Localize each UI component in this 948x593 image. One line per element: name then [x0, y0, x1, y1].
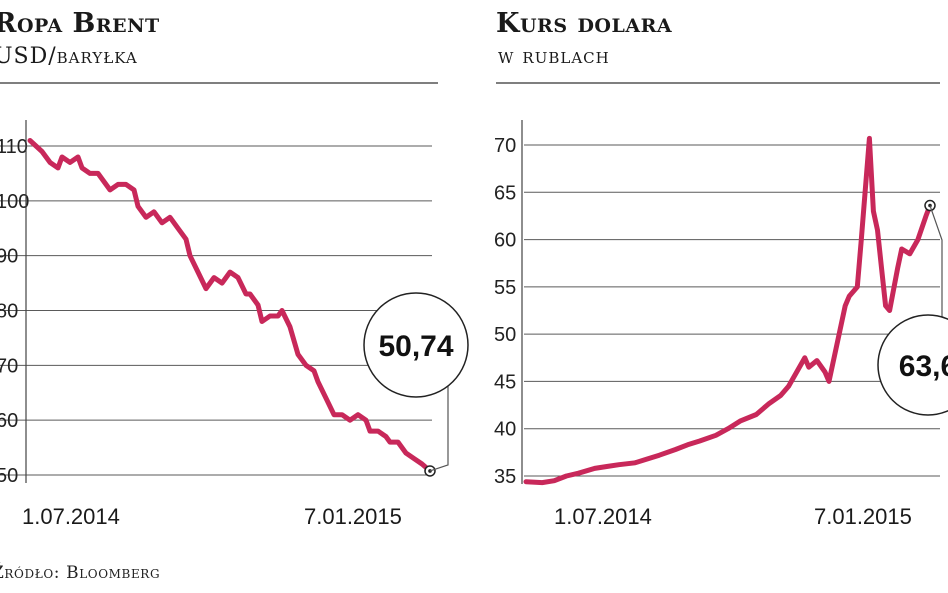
rub-callout-leader — [929, 205, 943, 335]
brent-ytick-label: 110 — [0, 136, 28, 158]
brent-callout-circle — [363, 292, 469, 398]
rub-series-line — [523, 135, 933, 486]
rub-line-chart: 35 40 45 50 55 60 65 70 63,6 — [494, 120, 948, 488]
rub-ytick-label: 60 — [494, 230, 516, 252]
rub-xtick-label: 7.01.2015 — [814, 504, 912, 529]
brent-series-line — [27, 138, 433, 474]
rub-xtick-label: 1.07.2014 — [554, 504, 652, 529]
brent-ytick-label: 100 — [0, 191, 29, 213]
brent-xtick-label: 1.07.2014 — [22, 504, 120, 529]
brent-callout-leader — [429, 371, 449, 472]
rub-ytick-label: 50 — [494, 324, 516, 346]
rub-chart-title: Kurs dolara — [496, 8, 672, 39]
rub-ytick-label: 55 — [494, 277, 516, 299]
source-note: Źródło: Bloomberg — [0, 562, 160, 583]
brent-ytick-label: 60 — [0, 410, 18, 432]
rub-callout-value: 63,6 — [899, 350, 948, 383]
rub-chart-subtitle: w rublach — [498, 44, 610, 69]
brent-ytick-label: 50 — [0, 465, 18, 487]
rub-ytick-label: 40 — [494, 419, 516, 441]
brent-line-chart: 50 60 70 80 90 100 110 50,74 — [0, 120, 469, 487]
brent-callout-value: 50,74 — [378, 330, 453, 363]
brent-ytick-label: 90 — [0, 246, 18, 268]
brent-chart-title: Ropa Brent — [0, 8, 160, 39]
brent-ytick-label: 80 — [0, 301, 18, 323]
brent-chart-subtitle: USD/baryłka — [0, 44, 138, 69]
brent-xtick-label: 7.01.2015 — [304, 504, 402, 529]
rub-callout-circle — [877, 314, 948, 416]
rub-ytick-label: 70 — [494, 135, 516, 157]
brent-ytick-label: 70 — [0, 355, 18, 377]
rub-ytick-label: 45 — [494, 371, 516, 393]
rub-ytick-label: 35 — [494, 466, 516, 488]
rub-ytick-label: 65 — [494, 182, 516, 204]
